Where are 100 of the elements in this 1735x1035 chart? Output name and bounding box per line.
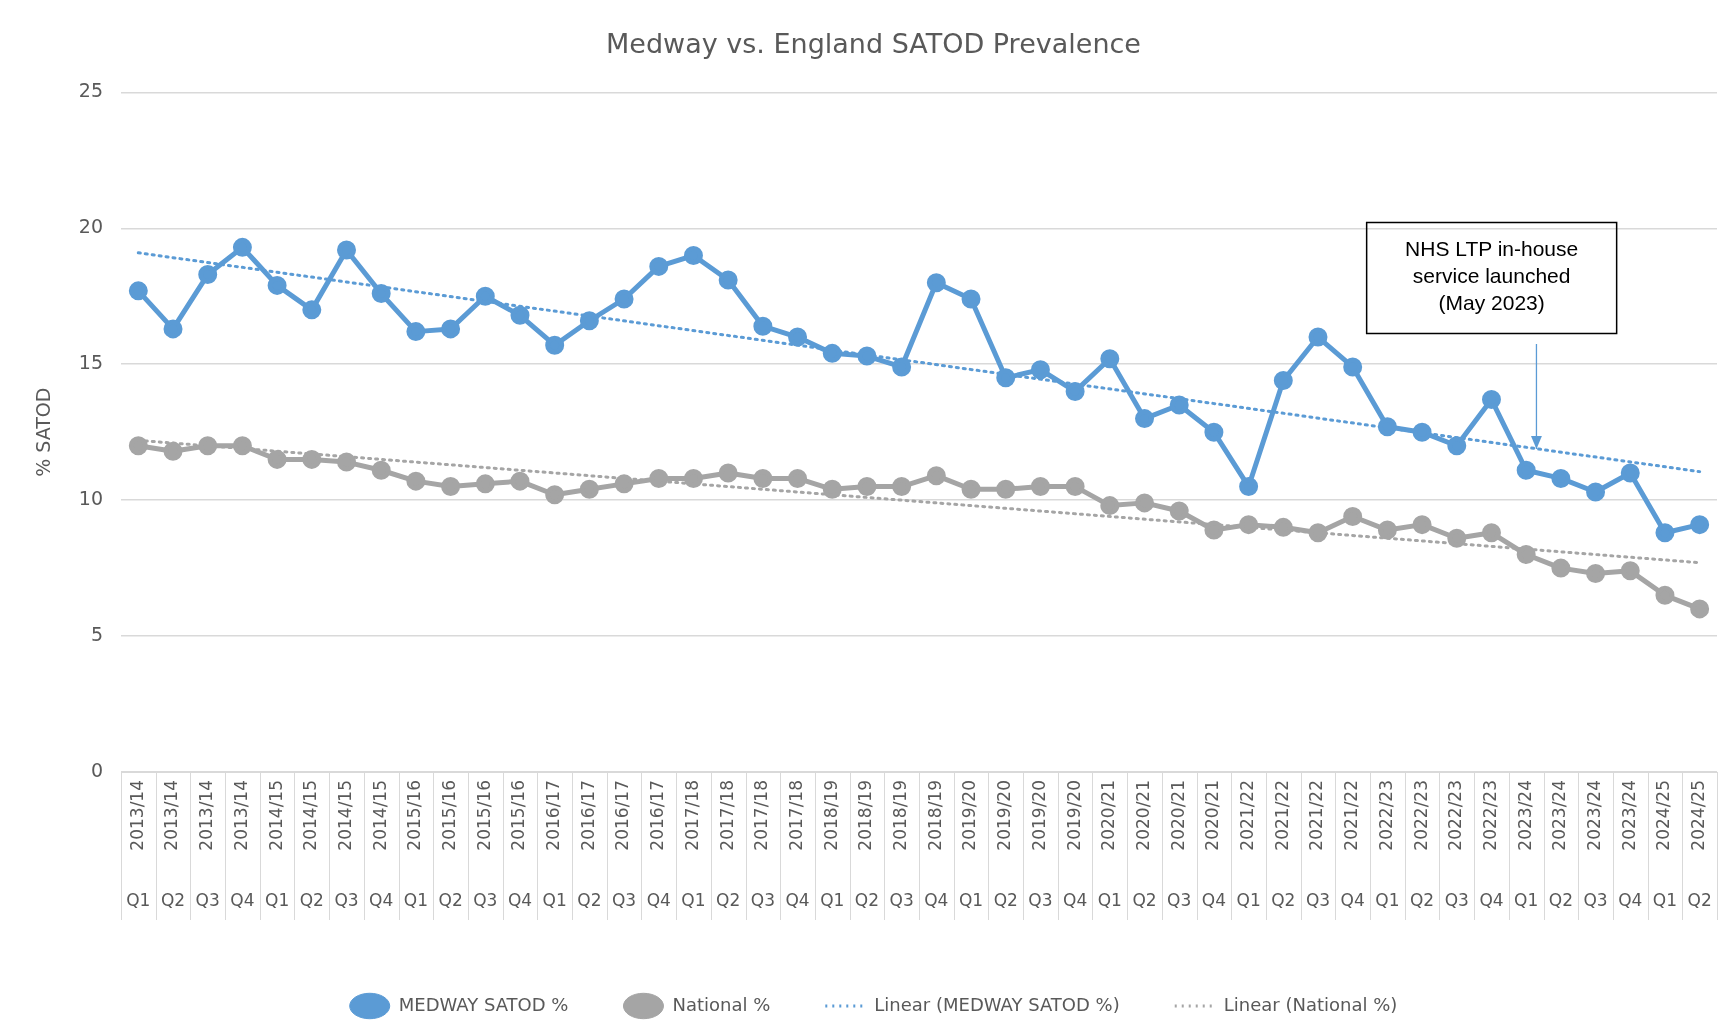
point <box>510 305 530 325</box>
category-label: 2021/22 Q2 <box>1271 780 1296 911</box>
category-label: 2022/23 Q3 <box>1444 780 1469 911</box>
point <box>337 452 356 472</box>
point <box>892 357 912 377</box>
point <box>1551 468 1571 488</box>
point <box>996 479 1016 499</box>
point <box>926 466 946 486</box>
category-label: 2019/20 Q1 <box>958 780 984 911</box>
point <box>788 468 808 488</box>
point <box>579 479 599 499</box>
category-label: 2013/14 Q1 <box>126 780 151 911</box>
point <box>302 449 322 469</box>
point <box>510 471 530 491</box>
category-label: 2024/25 Q2 <box>1687 780 1712 911</box>
point <box>1204 422 1224 442</box>
point <box>788 327 808 347</box>
point <box>683 468 703 488</box>
category-label: 2016/17 Q4 <box>646 780 671 911</box>
point <box>1065 381 1085 401</box>
point <box>1620 561 1640 581</box>
category-label: 2020/21 Q3 <box>1167 780 1192 911</box>
category-label: 2013/14 Q3 <box>195 780 220 911</box>
point <box>163 441 183 461</box>
point <box>302 300 322 320</box>
category-label: 2020/21 Q1 <box>1097 780 1122 911</box>
point <box>1690 515 1710 535</box>
y-tick-label: 15 <box>78 351 103 374</box>
point <box>1655 585 1675 605</box>
y-tick-label: 25 <box>78 79 103 102</box>
category-label: 2019/20 Q3 <box>1028 780 1053 911</box>
y-tick-label: 20 <box>78 215 103 238</box>
category-label: 2014/15 Q4 <box>369 780 394 911</box>
point <box>822 343 842 363</box>
point <box>545 335 565 355</box>
legend-label: Linear (MEDWAY SATOD %) <box>874 993 1120 1015</box>
category-label: 2016/17 Q2 <box>577 780 602 911</box>
point <box>1135 409 1155 429</box>
point <box>1308 523 1328 543</box>
point <box>892 477 912 497</box>
category-label: 2018/19 Q2 <box>854 780 880 911</box>
point <box>961 479 981 499</box>
point <box>163 319 183 339</box>
point <box>1690 599 1710 619</box>
point <box>1204 520 1224 540</box>
category-label: 2023/24 Q2 <box>1548 780 1573 911</box>
category-label: 2017/18 Q4 <box>785 780 810 911</box>
category-label: 2015/16 Q1 <box>403 780 428 911</box>
point <box>1100 496 1120 516</box>
point <box>822 479 842 499</box>
category-label: 2023/24 Q4 <box>1618 780 1643 911</box>
category-label: 2015/16 Q3 <box>473 780 498 911</box>
point <box>406 322 426 342</box>
point <box>232 237 252 257</box>
point <box>475 474 495 494</box>
category-label: 2013/14 Q4 <box>230 780 255 911</box>
point <box>545 485 565 505</box>
point <box>1516 545 1536 565</box>
point <box>1135 493 1155 513</box>
y-tick-label: 10 <box>78 487 103 510</box>
point <box>441 319 461 339</box>
point <box>198 265 218 285</box>
category-label: 2017/18 Q2 <box>716 780 741 911</box>
point <box>718 463 738 483</box>
point <box>1481 390 1501 410</box>
point <box>649 468 669 488</box>
point <box>683 246 703 265</box>
point <box>128 436 148 456</box>
point <box>406 471 426 491</box>
category-label: 2018/19 Q3 <box>889 780 914 911</box>
point <box>441 477 461 497</box>
y-tick-label: 5 <box>90 623 103 646</box>
point <box>753 468 773 488</box>
point <box>232 436 252 456</box>
category-label: 2023/24 Q1 <box>1514 780 1539 911</box>
point <box>1030 477 1050 497</box>
category-label: 2014/15 Q3 <box>334 780 359 911</box>
point <box>198 436 218 456</box>
point <box>1343 506 1363 526</box>
point <box>926 273 946 293</box>
category-label: 2021/22 Q1 <box>1236 780 1261 911</box>
point <box>614 474 634 494</box>
point <box>857 346 877 366</box>
y-axis-title: % SATOD <box>32 387 55 477</box>
point <box>1030 360 1050 380</box>
category-label: 2017/18 Q3 <box>750 780 775 911</box>
point <box>1447 436 1467 456</box>
point <box>1065 477 1085 497</box>
point <box>579 311 599 331</box>
point <box>1239 515 1259 535</box>
point <box>996 368 1016 388</box>
point <box>371 284 391 304</box>
category-label: 2022/23 Q1 <box>1375 780 1400 911</box>
category-label: 2016/17 Q3 <box>611 780 637 911</box>
point <box>1516 460 1536 480</box>
category-label: 2015/16 Q4 <box>507 780 533 911</box>
point <box>1273 371 1293 391</box>
point <box>1169 501 1189 521</box>
point <box>337 240 356 260</box>
point <box>475 286 495 306</box>
